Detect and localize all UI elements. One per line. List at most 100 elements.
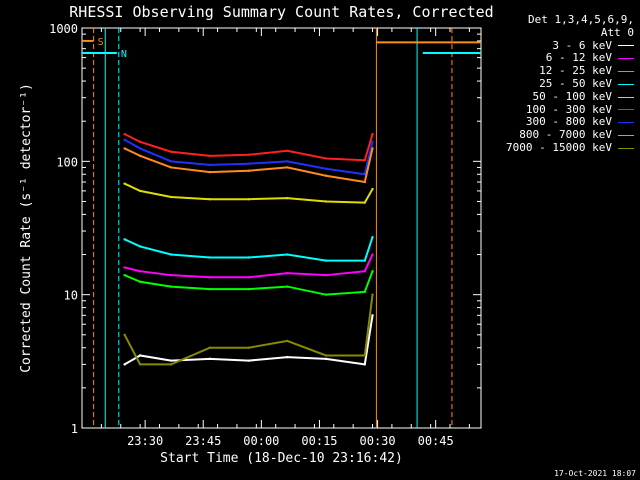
x-tick-label: 00:30 [360, 434, 396, 448]
legend-item-label: 12 - 25 keV [539, 64, 612, 78]
legend-item-0: 3 - 6 keV [484, 38, 634, 53]
legend-swatch [618, 135, 634, 137]
series-point-5 [169, 150, 173, 153]
series-point-6 [138, 147, 142, 150]
series-point-8 [247, 346, 250, 349]
series-point-4 [247, 197, 250, 201]
series-point-2 [123, 273, 126, 277]
legend-item-5: 100 - 300 keV [484, 103, 634, 117]
legend-item-label: 50 - 100 keV [532, 89, 612, 103]
legend-swatch [618, 71, 634, 73]
series-point-8 [324, 354, 328, 357]
series-point-3 [286, 253, 289, 256]
legend-swatch [618, 122, 634, 124]
series-point-2 [363, 290, 366, 294]
series-point-1 [363, 269, 366, 273]
legend-swatch [618, 147, 634, 149]
series-point-1 [138, 269, 142, 273]
series-point-0 [208, 357, 212, 361]
legend: Det 1,3,4,5,6,9, Att 0 3 - 6 keV 6 - 12 k… [484, 13, 634, 155]
series-point-1 [247, 276, 250, 279]
legend-item-7: 800 - 7000 keV [484, 128, 634, 142]
series-point-7 [138, 154, 142, 158]
series-point-0 [123, 363, 126, 366]
series-point-0 [363, 363, 366, 366]
series-point-2 [371, 269, 374, 273]
series-line-8 [123, 294, 374, 366]
series-point-2 [138, 280, 142, 283]
series-point-8 [138, 363, 142, 366]
x-tick-label: 23:45 [185, 434, 221, 448]
y-tick-label: 100 [56, 155, 78, 169]
series-point-5 [371, 132, 374, 136]
series-point-6 [247, 162, 250, 165]
series-point-6 [324, 167, 328, 170]
series-point-2 [286, 285, 289, 288]
legend-item-4: 50 - 100 keV [484, 89, 634, 104]
chart-title: RHESSI Observing Summary Count Rates, Co… [69, 3, 493, 21]
legend-item-label: 6 - 12 keV [545, 51, 612, 65]
legend-item-label: 7000 - 15000 keV [506, 140, 612, 154]
series-point-3 [324, 259, 328, 262]
series-point-4 [363, 201, 366, 204]
y-tick-label: 1 [71, 422, 78, 436]
series-point-4 [371, 187, 374, 191]
y-tick-label: 1000 [49, 22, 78, 36]
legend-swatch [618, 109, 634, 111]
series-point-0 [371, 314, 374, 317]
flag-label: N [121, 49, 127, 60]
series-point-7 [123, 147, 126, 150]
legend-header-line-2: Att 0 [600, 25, 634, 39]
series-point-7 [363, 180, 366, 184]
series-point-3 [363, 259, 366, 262]
legend-item-label: 25 - 50 keV [539, 76, 612, 90]
series-point-3 [138, 245, 142, 248]
series-point-6 [123, 138, 126, 142]
series-point-5 [208, 154, 212, 158]
series-point-1 [208, 276, 212, 279]
series-point-0 [247, 359, 250, 362]
series-point-7 [169, 166, 173, 169]
series-point-5 [286, 149, 289, 152]
series-point-2 [247, 287, 250, 291]
x-axis-label: Start Time (18-Dec-10 23:16:42) [160, 451, 403, 466]
series-line-0 [124, 315, 374, 366]
x-tick-label: 23:30 [127, 434, 163, 448]
series-point-0 [169, 359, 173, 362]
series-point-4 [169, 195, 173, 199]
series-point-6 [286, 160, 289, 163]
series-point-2 [324, 293, 328, 296]
series-point-2 [169, 285, 173, 288]
series-point-0 [138, 354, 142, 357]
series-point-8 [363, 354, 366, 357]
legend-item-label: 3 - 6 keV [552, 38, 612, 52]
series-point-5 [324, 157, 328, 160]
y-tick-label: 10 [64, 289, 78, 303]
legend-swatch [618, 83, 634, 85]
series-point-1 [324, 273, 328, 277]
legend-header-line-1: Det 1,3,4,5,6,9, [528, 13, 634, 26]
series-point-1 [169, 273, 173, 277]
series-point-8 [371, 293, 374, 296]
series-point-3 [169, 253, 173, 256]
legend-item-3: 25 - 50 keV [484, 76, 634, 91]
series-point-7 [324, 174, 328, 177]
legend-item-2: 12 - 25 keV [484, 64, 634, 78]
legend-swatch [618, 58, 634, 60]
legend-item-label: 300 - 800 keV [525, 115, 612, 129]
series-point-8 [169, 363, 173, 366]
series-point-0 [324, 357, 328, 361]
x-tick-label: 00:45 [418, 434, 454, 448]
series-point-5 [138, 140, 142, 144]
legend-swatch [618, 45, 634, 47]
series-point-2 [208, 287, 212, 291]
legend-item-label: 800 - 7000 keV [519, 128, 612, 142]
series-point-4 [208, 197, 212, 201]
series-point-6 [363, 173, 366, 176]
series-point-4 [324, 200, 328, 203]
series-point-3 [208, 256, 212, 259]
series-point-0 [286, 355, 289, 359]
series-line-6 [124, 138, 374, 176]
series-point-5 [247, 153, 250, 156]
